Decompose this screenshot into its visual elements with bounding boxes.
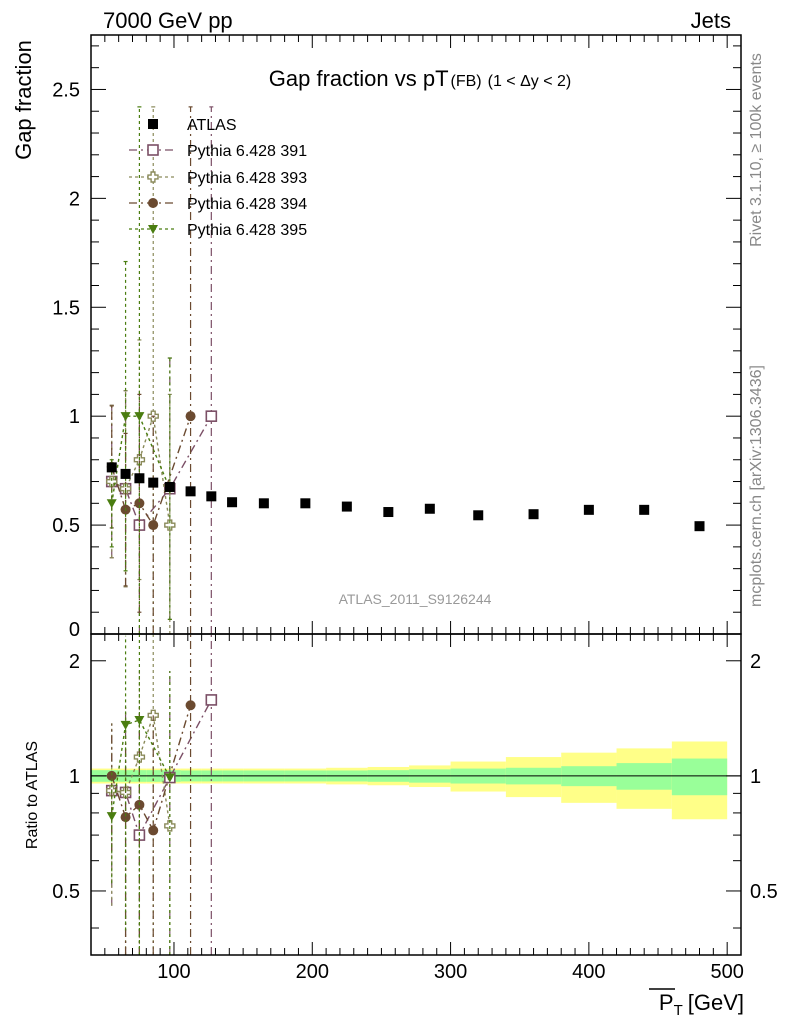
legend-label: ATLAS: [187, 117, 237, 134]
series-point: [134, 498, 145, 509]
legend-label: Pythia 6.428 393: [187, 170, 307, 187]
ratio-y-tick-label-right: 0.5: [750, 881, 778, 903]
legend-label: Pythia 6.428 391: [187, 143, 307, 160]
series-point: [205, 410, 218, 422]
legend-marker: [148, 198, 158, 208]
ratio-y-tick-label-right: 2: [750, 651, 761, 673]
atlas-point: [583, 504, 594, 515]
ratio-series-point: [120, 720, 131, 730]
ratio-series-line: [111, 715, 171, 826]
series-line: [111, 415, 171, 504]
atlas-point: [473, 510, 484, 521]
atlas-point: [120, 468, 131, 479]
ratio-y-tick-label-left: 0.5: [52, 881, 80, 903]
x-axis-label: PT [GeV]: [659, 990, 744, 1019]
atlas-point: [185, 486, 196, 497]
atlas-point: [383, 507, 394, 518]
atlas-point: [300, 498, 311, 509]
legend-marker: [147, 171, 159, 183]
chart-title-cond: (1 < Δy < 2): [488, 73, 572, 90]
legend-marker: [147, 144, 159, 156]
atlas-point: [148, 477, 159, 488]
legend: ATLAS Pythia 6.428 391 Pythia 6.428 393 Pyt…: [129, 117, 307, 239]
series-line: [111, 415, 171, 526]
ratio-plot-area: [91, 634, 741, 955]
atlas-point: [341, 501, 352, 512]
ratio-series-point: [164, 773, 175, 783]
y-tick-label: 2: [69, 188, 80, 210]
atlas-point: [424, 503, 435, 514]
y-tick-label: 1: [69, 406, 80, 428]
mcplots-side-text: mcplots.cern.ch [arXiv:1306.3436]: [748, 365, 765, 607]
series-point: [148, 520, 159, 531]
ratio-series-point: [205, 694, 218, 706]
x-axis-label-p: P: [659, 990, 674, 1015]
ratio-series-point: [134, 716, 145, 726]
axes: 100 200 300 400 500 0.5 1 1.5 2 2.5 0 0.5 0.5 1 1 2 2: [52, 34, 778, 983]
ratio-series-point: [106, 770, 117, 781]
atlas-point: [106, 462, 117, 473]
ratio-band-inner: [616, 763, 672, 790]
x-tick-label: 200: [296, 961, 329, 983]
series-point: [106, 499, 117, 509]
ratio-y-tick-label-right: 1: [750, 766, 761, 788]
ratio-series-point: [164, 820, 176, 832]
series-point: [185, 411, 196, 422]
ratio-axis-label: Ratio to ATLAS: [24, 741, 41, 849]
x-axis-label-sub: T: [674, 1002, 683, 1019]
ratio-series-point: [148, 825, 159, 836]
legend-label: Pythia 6.428 394: [187, 196, 307, 213]
atlas-point: [134, 473, 145, 484]
y-tick-label: 0.5: [52, 515, 80, 537]
legend-marker: [148, 119, 158, 129]
atlas-point: [694, 521, 705, 532]
x-tick-label: 500: [710, 961, 743, 983]
atlas-point: [258, 498, 269, 509]
header-right: Jets: [691, 8, 731, 33]
series-point: [120, 412, 131, 422]
atlas-point: [164, 481, 175, 492]
ratio-series-point: [106, 812, 117, 822]
atlas-point: [227, 497, 238, 508]
ratio-y-tick-label-left: 2: [69, 651, 80, 673]
legend-marker: [148, 225, 158, 234]
y-tick-label: 1.5: [52, 297, 80, 319]
ratio-frame: [90, 633, 742, 956]
series-point: [164, 519, 176, 531]
ratio-band-inner: [671, 758, 728, 796]
series-point: [134, 412, 145, 422]
x-tick-label: 400: [572, 961, 605, 983]
x-axis-label-unit: [GeV]: [688, 990, 744, 1015]
ratio-series-point: [120, 812, 131, 823]
y-axis-label: Gap fraction: [11, 40, 36, 160]
ratio-series-line: [111, 719, 171, 817]
ratio-series-point: [185, 700, 196, 711]
y-zero-label: 0: [69, 619, 80, 641]
x-tick-label: 300: [434, 961, 467, 983]
atlas-point: [528, 509, 539, 520]
atlas-point: [206, 491, 217, 502]
chart-title: Gap fraction vs pT: [269, 66, 449, 91]
y-tick-label: 2.5: [52, 79, 80, 101]
ratio-series-point: [133, 751, 146, 763]
atlas-point: [639, 504, 650, 515]
header-left: 7000 GeV pp: [103, 8, 233, 33]
rivet-side-text: Rivet 3.1.10, ≥ 100k events: [748, 53, 765, 247]
series-point: [106, 475, 118, 488]
main-plot-area: [105, 106, 705, 634]
chart-title-sub: (FB): [451, 73, 482, 90]
x-tick-label: 100: [157, 961, 190, 983]
legend-label: Pythia 6.428 395: [187, 222, 307, 239]
chart-title-group: Gap fraction vs pT (FB) (1 < Δy < 2): [269, 66, 571, 91]
ratio-y-tick-label-left: 1: [69, 766, 80, 788]
analysis-watermark: ATLAS_2011_S9126244: [339, 591, 492, 607]
